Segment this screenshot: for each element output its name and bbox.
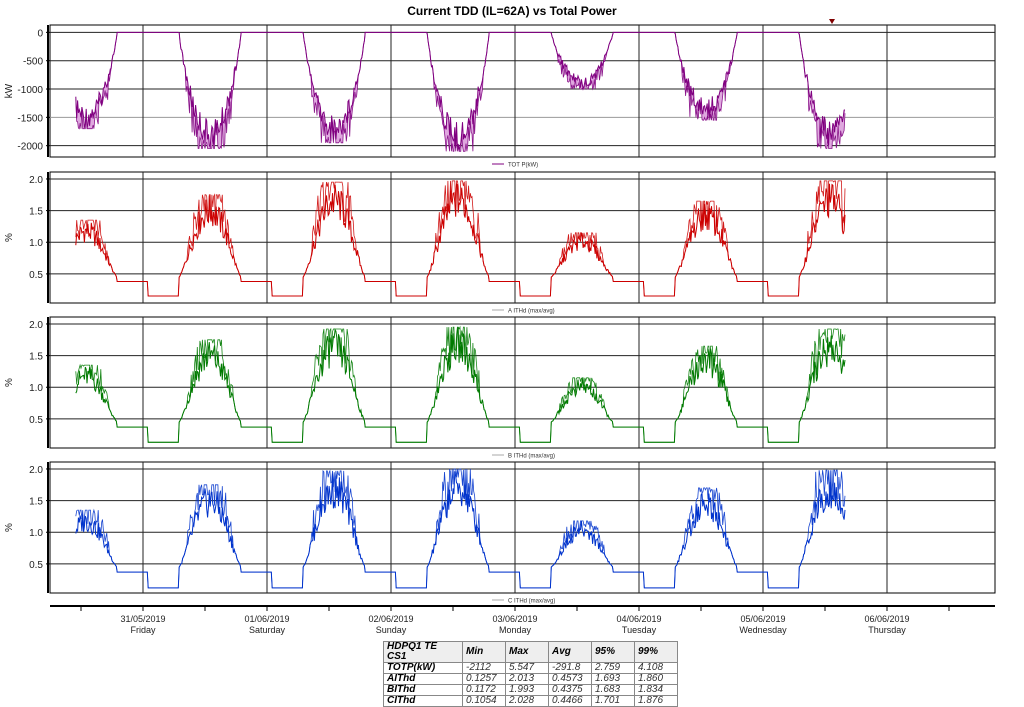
b-ithd-avg-line [75,327,846,443]
c-ithd-avg-line [75,471,846,589]
stats-header-cell: 95% [591,641,635,663]
y-tick-label: 0.5 [29,415,43,426]
stats-cell: TOTP(kW) [383,662,463,674]
y-tick-label: 1.5 [29,207,43,218]
x-tick-day-label: Tuesday [622,625,657,635]
chart-title: Current TDD (IL=62A) vs Total Power [407,4,617,18]
stats-header-cell: 99% [634,641,678,663]
stats-cell: 0.1257 [462,673,506,685]
y-tick-label: -1000 [17,85,43,96]
y-tick-label: 0.5 [29,560,43,571]
stats-cell: 2.759 [591,662,635,674]
stats-cell: 1.683 [591,684,635,696]
x-tick-date-label: 31/05/2019 [120,614,165,624]
stats-cell: CIThd [383,695,463,707]
legend-label: TOT P(kW) [508,163,538,169]
x-tick-date-label: 06/06/2019 [864,614,909,624]
y-tick-label: 1.5 [29,352,43,363]
power-avg-line [75,31,846,151]
stats-cell: BIThd [383,684,463,696]
legend-label: A ITHd (max/avg) [508,309,555,315]
y-tick-label: 2.0 [29,320,43,331]
x-tick-day-label: Saturday [249,625,286,635]
x-tick-date-label: 01/06/2019 [244,614,289,624]
stats-table: HDPQ1 TE CS1 Min Max Avg 95% 99% TOTP(kW… [383,641,678,707]
y-tick-label: 1.0 [29,528,43,539]
stats-header-cell: HDPQ1 TE CS1 [383,641,463,663]
stats-cell: 0.4375 [548,684,592,696]
stats-cell: -291.8 [548,662,592,674]
stats-cell: 2.028 [505,695,549,707]
c-ithd-max-line [75,468,846,589]
plot-frame [49,461,996,594]
stats-cell: 1.701 [591,695,635,707]
y-axis-label: kW [4,83,15,98]
stats-cell: 2.013 [505,673,549,685]
stats-header-cell: Min [462,641,506,663]
y-axis-label: % [4,523,15,532]
y-tick-label: 1.5 [29,497,43,508]
stats-cell: 0.4466 [548,695,592,707]
x-tick-day-label: Friday [130,625,156,635]
stats-cell: AIThd [383,673,463,685]
stats-header-row: HDPQ1 TE CS1 Min Max Avg 95% 99% [383,641,678,663]
plot-frame [49,171,996,304]
cursor-marker-icon [829,19,835,24]
y-tick-label: 2.0 [29,465,43,476]
stats-cell: 1.860 [634,673,678,685]
a-ithd-avg-line [75,183,846,297]
a-ithd-max-line [75,180,846,297]
stats-row: AIThd 0.1257 2.013 0.4573 1.693 1.860 [383,673,678,685]
x-tick-day-label: Wednesday [739,625,787,635]
plot-frame [49,316,996,449]
y-tick-label: 0.5 [29,270,43,281]
y-axis-label: % [4,233,15,242]
x-tick-date-label: 04/06/2019 [616,614,661,624]
x-tick-day-label: Thursday [868,625,906,635]
x-tick-date-label: 02/06/2019 [368,614,413,624]
stats-cell: 1.834 [634,684,678,696]
stats-cell: 0.4573 [548,673,592,685]
y-tick-label: 0 [37,28,43,39]
legend-label: C ITHd (max/avg) [508,599,555,605]
x-tick-date-label: 03/06/2019 [492,614,537,624]
y-tick-label: -2000 [17,142,43,153]
y-tick-label: 1.0 [29,383,43,394]
y-tick-label: 1.0 [29,238,43,249]
stats-header-cell: Avg [548,641,592,663]
stats-row: BIThd 0.1172 1.993 0.4375 1.683 1.834 [383,684,678,696]
plot-frame [49,24,996,158]
stats-cell: 4.108 [634,662,678,674]
stats-cell: 1.693 [591,673,635,685]
stats-cell: 1.876 [634,695,678,707]
stats-row: CIThd 0.1054 2.028 0.4466 1.701 1.876 [383,695,678,707]
stats-cell: 0.1172 [462,684,506,696]
legend-label: B ITHd (max/avg) [508,454,555,460]
y-tick-label: -1500 [17,113,43,124]
y-axis-label: % [4,378,15,387]
stats-header-cell: Max [505,641,549,663]
x-tick-day-label: Monday [499,625,532,635]
y-tick-label: -500 [23,57,43,68]
stats-cell: 0.1054 [462,695,506,707]
power-max-line [75,32,846,152]
stats-cell: -2112 [462,662,506,674]
y-tick-label: 2.0 [29,175,43,186]
stats-cell: 1.993 [505,684,549,696]
stats-row: TOTP(kW) -2112 5.547 -291.8 2.759 4.108 [383,662,678,674]
stats-cell: 5.547 [505,662,549,674]
x-tick-date-label: 05/06/2019 [740,614,785,624]
x-tick-day-label: Sunday [376,625,407,635]
